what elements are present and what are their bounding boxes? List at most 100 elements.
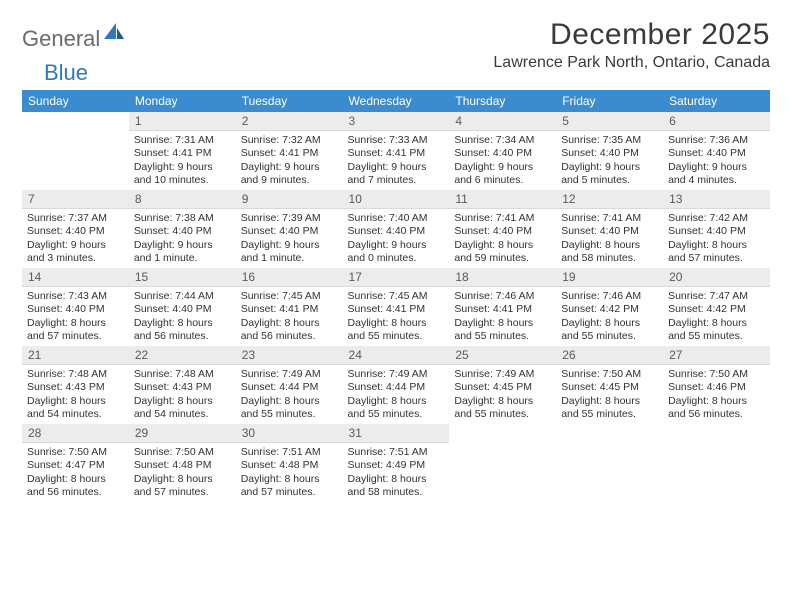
day-number: 15 — [129, 268, 236, 287]
day-number: 14 — [22, 268, 129, 287]
calendar-cell: 13Sunrise: 7:42 AMSunset: 4:40 PMDayligh… — [663, 190, 770, 268]
calendar-cell — [22, 112, 129, 190]
daylight-line-2: and 55 minutes. — [241, 408, 338, 421]
sunrise-line: Sunrise: 7:46 AM — [561, 290, 658, 303]
daylight-line-1: Daylight: 9 hours — [561, 161, 658, 174]
weekday-header: Monday — [129, 90, 236, 112]
day-number: 24 — [343, 346, 450, 365]
daylight-line-2: and 7 minutes. — [348, 174, 445, 187]
sunrise-line: Sunrise: 7:42 AM — [668, 212, 765, 225]
day-info: Sunrise: 7:42 AMSunset: 4:40 PMDaylight:… — [663, 209, 770, 268]
sunrise-line: Sunrise: 7:41 AM — [454, 212, 551, 225]
day-info: Sunrise: 7:37 AMSunset: 4:40 PMDaylight:… — [22, 209, 129, 268]
daylight-line-1: Daylight: 8 hours — [561, 395, 658, 408]
sunrise-line: Sunrise: 7:48 AM — [134, 368, 231, 381]
calendar-cell: 14Sunrise: 7:43 AMSunset: 4:40 PMDayligh… — [22, 268, 129, 346]
sunset-line: Sunset: 4:46 PM — [668, 381, 765, 394]
day-info: Sunrise: 7:39 AMSunset: 4:40 PMDaylight:… — [236, 209, 343, 268]
day-info: Sunrise: 7:43 AMSunset: 4:40 PMDaylight:… — [22, 287, 129, 346]
brand-left: General — [22, 26, 100, 52]
sunset-line: Sunset: 4:40 PM — [241, 225, 338, 238]
daylight-line-2: and 55 minutes. — [348, 408, 445, 421]
day-info: Sunrise: 7:50 AMSunset: 4:48 PMDaylight:… — [129, 443, 236, 502]
sunrise-line: Sunrise: 7:49 AM — [454, 368, 551, 381]
calendar-table: SundayMondayTuesdayWednesdayThursdayFrid… — [22, 90, 770, 502]
sunrise-line: Sunrise: 7:49 AM — [348, 368, 445, 381]
sunrise-line: Sunrise: 7:50 AM — [561, 368, 658, 381]
calendar-cell: 21Sunrise: 7:48 AMSunset: 4:43 PMDayligh… — [22, 346, 129, 424]
calendar-cell — [663, 424, 770, 502]
daylight-line-1: Daylight: 8 hours — [454, 239, 551, 252]
brand-sail-icon — [102, 22, 125, 55]
calendar-cell: 8Sunrise: 7:38 AMSunset: 4:40 PMDaylight… — [129, 190, 236, 268]
day-info: Sunrise: 7:40 AMSunset: 4:40 PMDaylight:… — [343, 209, 450, 268]
sunset-line: Sunset: 4:40 PM — [561, 147, 658, 160]
daylight-line-1: Daylight: 8 hours — [668, 239, 765, 252]
daylight-line-1: Daylight: 9 hours — [348, 239, 445, 252]
sunrise-line: Sunrise: 7:44 AM — [134, 290, 231, 303]
sunset-line: Sunset: 4:40 PM — [27, 225, 124, 238]
calendar-cell: 19Sunrise: 7:46 AMSunset: 4:42 PMDayligh… — [556, 268, 663, 346]
day-number: 31 — [343, 424, 450, 443]
day-number: 18 — [449, 268, 556, 287]
daylight-line-2: and 56 minutes. — [27, 486, 124, 499]
daylight-line-1: Daylight: 9 hours — [27, 239, 124, 252]
daylight-line-2: and 3 minutes. — [27, 252, 124, 265]
calendar-row: 1Sunrise: 7:31 AMSunset: 4:41 PMDaylight… — [22, 112, 770, 190]
daylight-line-1: Daylight: 9 hours — [134, 239, 231, 252]
daylight-line-1: Daylight: 9 hours — [348, 161, 445, 174]
daylight-line-2: and 56 minutes. — [134, 330, 231, 343]
day-info: Sunrise: 7:35 AMSunset: 4:40 PMDaylight:… — [556, 131, 663, 190]
sunset-line: Sunset: 4:40 PM — [134, 303, 231, 316]
sunset-line: Sunset: 4:48 PM — [241, 459, 338, 472]
daylight-line-1: Daylight: 9 hours — [134, 161, 231, 174]
daylight-line-2: and 54 minutes. — [134, 408, 231, 421]
day-info: Sunrise: 7:46 AMSunset: 4:41 PMDaylight:… — [449, 287, 556, 346]
day-number: 7 — [22, 190, 129, 209]
daylight-line-1: Daylight: 8 hours — [134, 317, 231, 330]
weekday-header: Sunday — [22, 90, 129, 112]
calendar-cell: 7Sunrise: 7:37 AMSunset: 4:40 PMDaylight… — [22, 190, 129, 268]
daylight-line-1: Daylight: 9 hours — [241, 161, 338, 174]
daylight-line-2: and 0 minutes. — [348, 252, 445, 265]
sunrise-line: Sunrise: 7:49 AM — [241, 368, 338, 381]
day-number: 10 — [343, 190, 450, 209]
sunrise-line: Sunrise: 7:32 AM — [241, 134, 338, 147]
daylight-line-2: and 57 minutes. — [134, 486, 231, 499]
sunrise-line: Sunrise: 7:40 AM — [348, 212, 445, 225]
sunrise-line: Sunrise: 7:50 AM — [27, 446, 124, 459]
calendar-cell: 2Sunrise: 7:32 AMSunset: 4:41 PMDaylight… — [236, 112, 343, 190]
sunrise-line: Sunrise: 7:31 AM — [134, 134, 231, 147]
sunset-line: Sunset: 4:40 PM — [454, 225, 551, 238]
daylight-line-1: Daylight: 9 hours — [241, 239, 338, 252]
day-number: 12 — [556, 190, 663, 209]
daylight-line-2: and 55 minutes. — [561, 330, 658, 343]
sunrise-line: Sunrise: 7:35 AM — [561, 134, 658, 147]
weekday-header: Tuesday — [236, 90, 343, 112]
sunset-line: Sunset: 4:40 PM — [454, 147, 551, 160]
location-text: Lawrence Park North, Ontario, Canada — [493, 54, 770, 72]
daylight-line-1: Daylight: 8 hours — [241, 395, 338, 408]
sunset-line: Sunset: 4:42 PM — [561, 303, 658, 316]
calendar-row: 14Sunrise: 7:43 AMSunset: 4:40 PMDayligh… — [22, 268, 770, 346]
day-number: 9 — [236, 190, 343, 209]
sunset-line: Sunset: 4:43 PM — [27, 381, 124, 394]
daylight-line-1: Daylight: 8 hours — [134, 395, 231, 408]
day-info: Sunrise: 7:51 AMSunset: 4:48 PMDaylight:… — [236, 443, 343, 502]
day-info: Sunrise: 7:41 AMSunset: 4:40 PMDaylight:… — [556, 209, 663, 268]
calendar-cell: 23Sunrise: 7:49 AMSunset: 4:44 PMDayligh… — [236, 346, 343, 424]
daylight-line-1: Daylight: 8 hours — [241, 473, 338, 486]
sunset-line: Sunset: 4:45 PM — [454, 381, 551, 394]
day-number: 22 — [129, 346, 236, 365]
sunrise-line: Sunrise: 7:46 AM — [454, 290, 551, 303]
day-info: Sunrise: 7:32 AMSunset: 4:41 PMDaylight:… — [236, 131, 343, 190]
day-info: Sunrise: 7:50 AMSunset: 4:46 PMDaylight:… — [663, 365, 770, 424]
daylight-line-2: and 1 minute. — [241, 252, 338, 265]
day-info: Sunrise: 7:49 AMSunset: 4:45 PMDaylight:… — [449, 365, 556, 424]
sunset-line: Sunset: 4:44 PM — [241, 381, 338, 394]
daylight-line-2: and 55 minutes. — [348, 330, 445, 343]
sunset-line: Sunset: 4:40 PM — [668, 147, 765, 160]
daylight-line-1: Daylight: 8 hours — [454, 317, 551, 330]
day-info: Sunrise: 7:33 AMSunset: 4:41 PMDaylight:… — [343, 131, 450, 190]
calendar-cell: 28Sunrise: 7:50 AMSunset: 4:47 PMDayligh… — [22, 424, 129, 502]
